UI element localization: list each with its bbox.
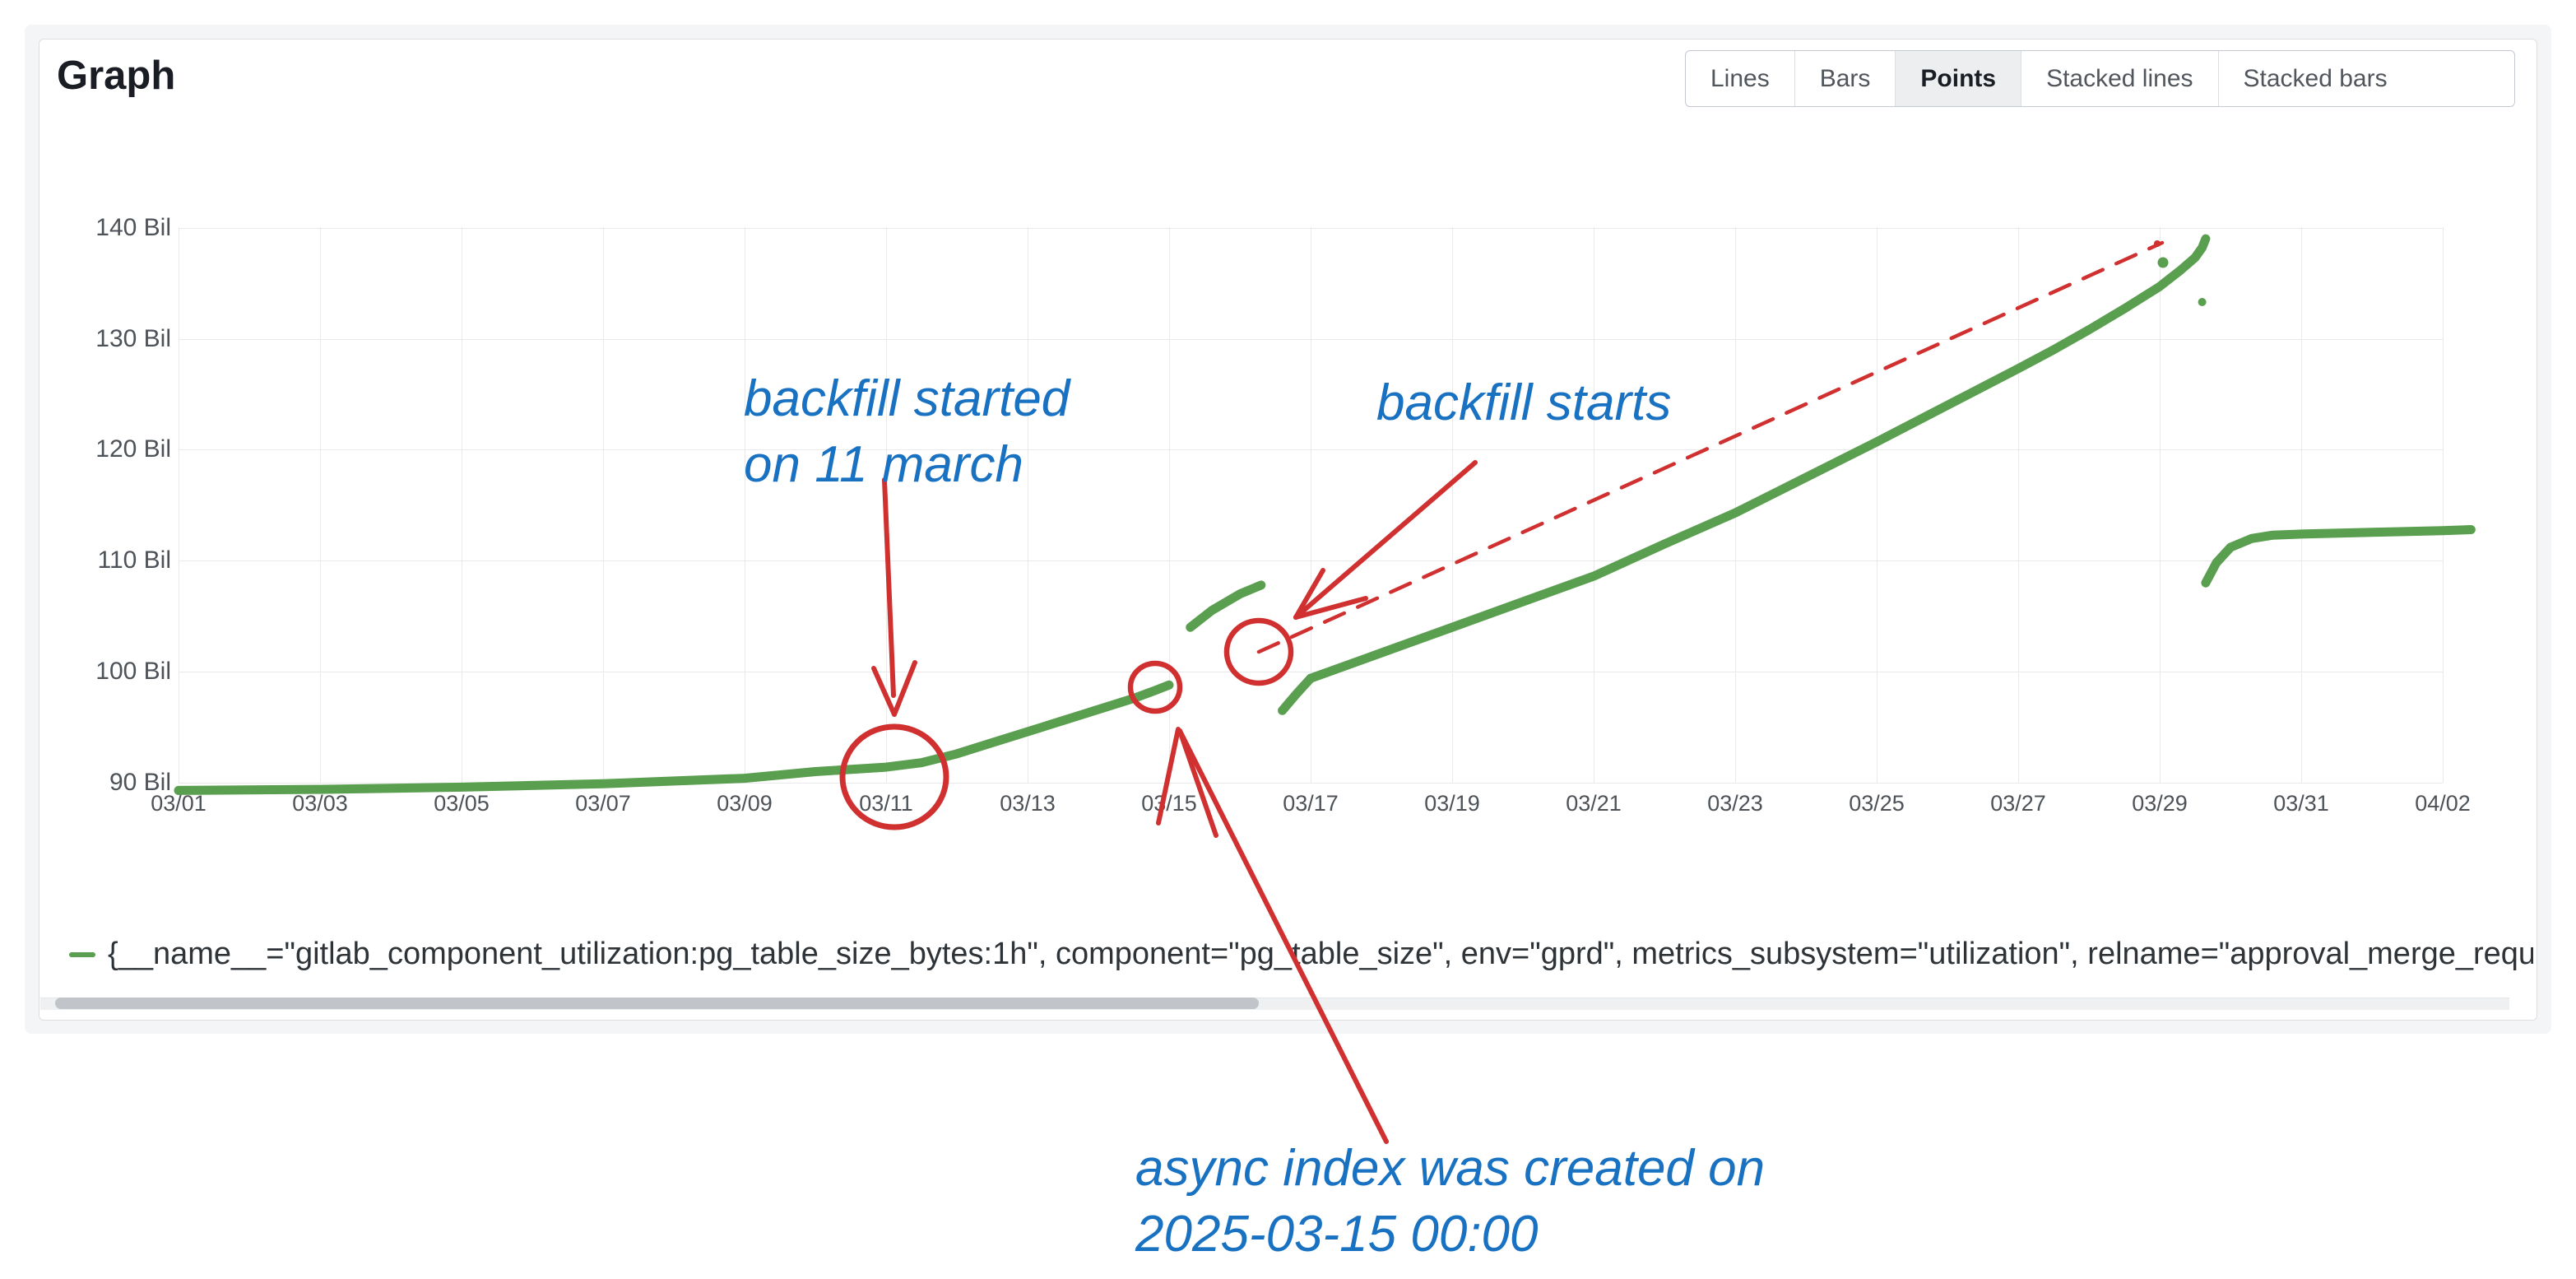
svg-text:2025-03-15 00:00: 2025-03-15 00:00	[1135, 1206, 1539, 1263]
svg-text:async index was created on: async index was created on	[1135, 1140, 1765, 1197]
